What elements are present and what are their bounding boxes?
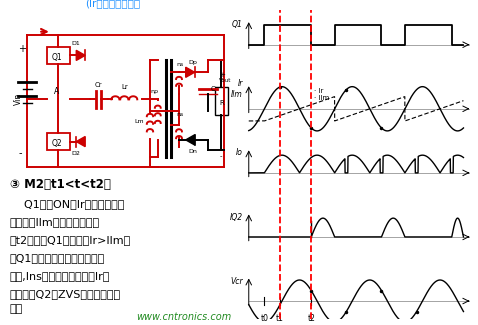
Text: ns: ns: [177, 61, 184, 67]
Polygon shape: [186, 135, 195, 145]
Text: D1: D1: [72, 41, 80, 46]
Polygon shape: [186, 67, 195, 77]
Bar: [215, 87, 228, 114]
Text: Q1: Q1: [232, 20, 243, 29]
Text: Cr: Cr: [94, 83, 102, 88]
Text: Vcr: Vcr: [230, 277, 243, 286]
Text: Lr: Lr: [121, 84, 128, 90]
Text: Dp: Dp: [188, 60, 197, 65]
Text: Vin: Vin: [14, 93, 23, 105]
Polygon shape: [76, 50, 85, 60]
Text: www.cntronics.com: www.cntronics.com: [136, 312, 232, 322]
Text: ③ M2（t1<t<t2）: ③ M2（t1<t<t2）: [10, 178, 110, 191]
Text: +: +: [219, 72, 225, 78]
Text: t1: t1: [276, 314, 284, 323]
Text: 在t2时刻，Q1关断，但Ir>Ilm，: 在t2时刻，Q1关断，但Ir>Ilm，: [10, 235, 131, 245]
Polygon shape: [76, 136, 85, 147]
Text: C: C: [210, 86, 215, 92]
Text: (Ir从左向右为正）: (Ir从左向右为正）: [85, 0, 140, 8]
Text: · Ir: · Ir: [314, 88, 324, 94]
Text: 导通,Ins依然有电流，同时Ir的: 导通,Ins依然有电流，同时Ir的: [10, 271, 110, 281]
Text: Dn: Dn: [188, 150, 197, 154]
Bar: [47, 133, 70, 150]
Text: Q1已经ON，Ir依然以正弦规: Q1已经ON，Ir依然以正弦规: [10, 200, 124, 209]
Text: t0: t0: [261, 314, 268, 323]
Text: np: np: [150, 88, 158, 94]
Text: Q1: Q1: [52, 53, 62, 61]
Bar: [47, 47, 70, 64]
Text: ns: ns: [177, 112, 184, 117]
Text: Io: Io: [236, 149, 243, 157]
Text: 件。: 件。: [10, 304, 23, 314]
Text: · Ilm: · Ilm: [314, 95, 329, 101]
Text: +: +: [18, 44, 26, 54]
Text: Q2: Q2: [52, 139, 62, 148]
Text: Vout: Vout: [219, 78, 231, 84]
Text: A: A: [54, 87, 59, 96]
Text: 律增大，Ilm依然线性上升，: 律增大，Ilm依然线性上升，: [10, 217, 100, 227]
Text: -: -: [219, 153, 222, 160]
Text: 在Q1关断时，副边二极管依然: 在Q1关断时，副边二极管依然: [10, 253, 105, 263]
Text: -: -: [18, 149, 22, 158]
Text: Ir
Ilm: Ir Ilm: [231, 79, 243, 98]
Text: Lm: Lm: [134, 119, 144, 124]
Text: t2: t2: [307, 314, 315, 323]
Text: IQ2: IQ2: [230, 213, 243, 222]
Text: D2: D2: [72, 151, 81, 156]
Text: 存在，为Q2的ZVS开通创造了条: 存在，为Q2的ZVS开通创造了条: [10, 289, 120, 299]
Text: R: R: [219, 100, 224, 106]
